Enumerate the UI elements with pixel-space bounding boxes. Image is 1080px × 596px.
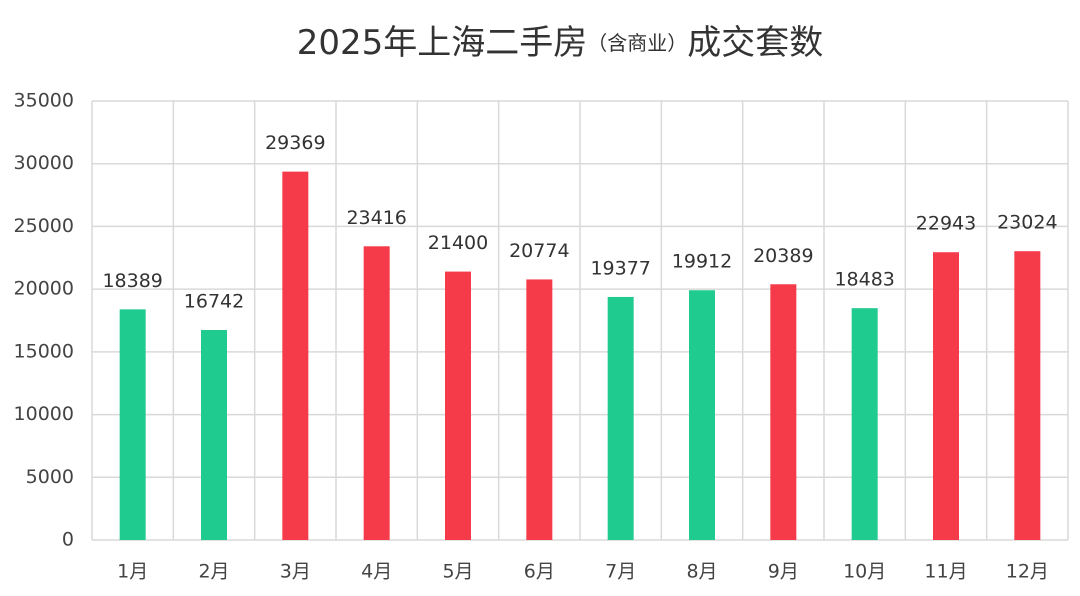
y-tick-label: 0 <box>62 529 74 551</box>
x-tick-label: 1月 <box>117 561 148 583</box>
y-tick-label: 35000 <box>14 90 74 112</box>
bar <box>445 271 471 540</box>
bar <box>363 246 390 541</box>
value-label: 22943 <box>916 213 976 235</box>
bar <box>119 309 146 540</box>
value-label: 21400 <box>428 232 488 254</box>
x-tick-label: 12月 <box>1006 561 1049 583</box>
x-tick-label: 11月 <box>924 561 967 583</box>
bar <box>607 296 634 540</box>
title-suffix: 成交套数 <box>687 23 823 63</box>
x-tick-label: 5月 <box>442 561 473 583</box>
y-tick-label: 5000 <box>26 466 74 488</box>
bar <box>526 279 553 540</box>
y-tick-label: 30000 <box>14 152 74 174</box>
value-label: 29369 <box>265 132 325 154</box>
value-label: 19377 <box>590 257 650 279</box>
y-tick-label: 10000 <box>14 403 74 425</box>
x-tick-label: 9月 <box>768 561 799 583</box>
bar <box>689 290 715 540</box>
value-label: 20389 <box>753 245 813 267</box>
value-label: 18483 <box>834 269 894 291</box>
x-tick-label: 10月 <box>843 561 886 583</box>
x-tick-label: 6月 <box>524 561 555 583</box>
y-tick-label: 25000 <box>14 215 74 237</box>
bar <box>933 252 959 540</box>
bar <box>851 308 878 540</box>
bar <box>770 284 797 540</box>
bar <box>1014 251 1041 540</box>
y-tick-label: 15000 <box>14 340 74 362</box>
bar <box>282 171 309 540</box>
chart-title: 2025年上海二手房（含商业）成交套数 <box>297 23 824 63</box>
x-tick-label: 4月 <box>361 561 392 583</box>
value-label: 16742 <box>184 291 244 313</box>
value-label: 18389 <box>102 270 162 292</box>
x-tick-label: 7月 <box>605 561 636 583</box>
value-label: 20774 <box>509 240 569 262</box>
bar <box>201 330 227 540</box>
value-label: 23024 <box>997 212 1057 234</box>
x-tick-label: 3月 <box>280 561 311 583</box>
x-tick-label: 8月 <box>686 561 717 583</box>
title-main: 2025年上海二手房 <box>297 23 588 63</box>
x-tick-label: 2月 <box>198 561 229 583</box>
value-label: 19912 <box>672 251 732 273</box>
title-note: （含商业） <box>587 31 687 55</box>
y-tick-label: 20000 <box>14 278 74 300</box>
value-label: 23416 <box>346 207 406 229</box>
